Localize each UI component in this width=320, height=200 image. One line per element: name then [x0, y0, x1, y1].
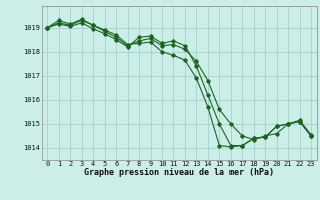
X-axis label: Graphe pression niveau de la mer (hPa): Graphe pression niveau de la mer (hPa) [84, 168, 274, 177]
